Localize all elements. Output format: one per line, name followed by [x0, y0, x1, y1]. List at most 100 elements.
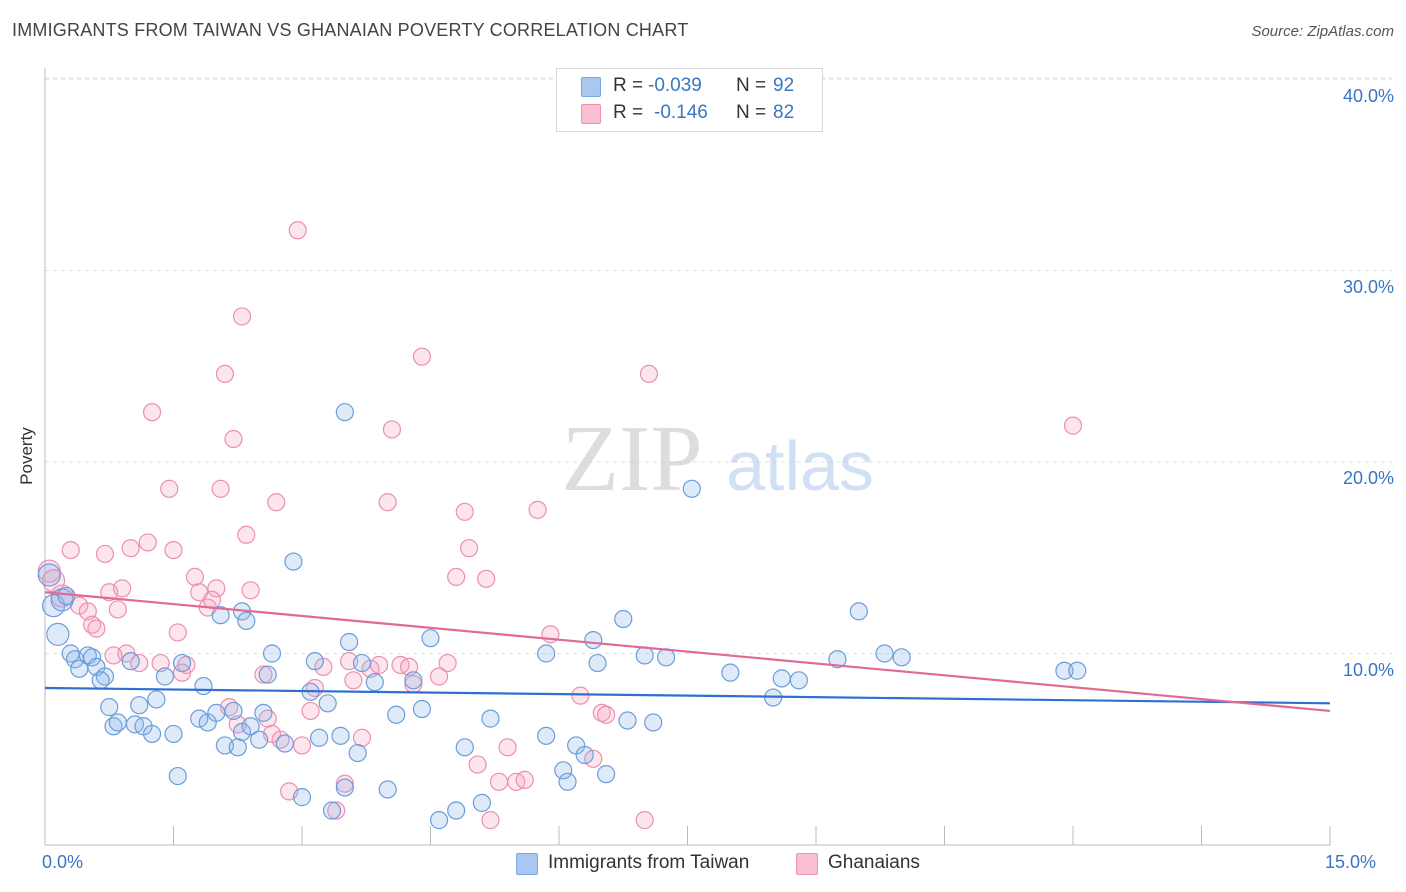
- ghanaians-point: [635, 811, 654, 830]
- ghanaians-point: [160, 479, 179, 498]
- taiwan-point: [194, 676, 213, 696]
- taiwan-point: [1055, 661, 1074, 680]
- taiwan-point: [537, 726, 556, 745]
- ghanaians-point: [584, 749, 603, 768]
- taiwan-point: [237, 611, 256, 631]
- y-tick-label: 40.0%: [1342, 86, 1394, 106]
- taiwan-point: [789, 671, 808, 690]
- ghanaians-point: [477, 569, 496, 588]
- ghanaians-point: [185, 567, 205, 587]
- taiwan-point: [447, 801, 466, 820]
- ghanaians-point: [211, 479, 230, 498]
- n-value: 82: [773, 102, 795, 123]
- taiwan-point: [331, 726, 350, 745]
- n-label: N =: [736, 102, 767, 123]
- n-value: 92: [773, 75, 795, 96]
- r-label: R =: [613, 102, 644, 123]
- taiwan-point: [211, 606, 230, 625]
- taiwan-point: [656, 648, 676, 667]
- taiwan-point: [1068, 661, 1087, 680]
- ghanaians-point: [164, 540, 183, 560]
- ghanaians-point: [1063, 416, 1083, 435]
- ghanaians-point: [241, 581, 260, 600]
- watermark-atlas: atlas: [726, 427, 874, 505]
- ghanaians-point: [344, 671, 363, 690]
- taiwan-point: [387, 705, 406, 724]
- taiwan-point: [46, 622, 70, 646]
- ghanaians-points: [37, 221, 1083, 830]
- ghanaians-point: [438, 653, 457, 673]
- y-tick-label: 20.0%: [1342, 468, 1394, 488]
- taiwan-point: [378, 780, 397, 799]
- ghanaians-point: [528, 500, 547, 519]
- ghanaians-point: [288, 221, 307, 240]
- ghanaians-point: [78, 602, 97, 621]
- taiwan-point: [828, 650, 847, 669]
- ghanaians-point: [108, 600, 127, 619]
- taiwan-point: [335, 403, 354, 422]
- ghanaians-point: [515, 770, 534, 789]
- taiwan-point: [644, 713, 663, 732]
- taiwan-point: [258, 665, 277, 684]
- taiwan-point: [554, 761, 573, 780]
- ghanaians-point: [172, 663, 192, 682]
- taiwan-point: [537, 644, 556, 663]
- taiwan-point: [250, 730, 269, 749]
- taiwan-point: [455, 738, 474, 757]
- taiwan-point: [472, 793, 491, 812]
- ghanaians-point: [639, 364, 659, 384]
- chart-title: IMMIGRANTS FROM TAIWAN VS GHANAIAN POVER…: [12, 20, 689, 40]
- ghanaians-swatch: [581, 104, 601, 124]
- taiwan-point: [83, 648, 102, 667]
- taiwan-point: [352, 653, 372, 673]
- ghanaians-point: [498, 738, 517, 757]
- ghanaians-point: [459, 539, 479, 558]
- taiwan-point: [892, 648, 911, 667]
- ghanaians-point: [301, 701, 320, 721]
- taiwan-point: [168, 766, 187, 786]
- taiwan-point: [130, 696, 149, 715]
- taiwan-point: [142, 724, 162, 744]
- taiwan-point: [207, 703, 226, 722]
- ghanaians-point: [207, 579, 226, 598]
- trend-lines: [44, 591, 1331, 713]
- taiwan-point: [721, 663, 740, 682]
- axes: [44, 68, 1331, 846]
- ghanaians-point: [489, 772, 509, 791]
- taiwan-point: [322, 801, 342, 820]
- taiwan-point: [682, 479, 701, 498]
- ghanaians-point: [292, 736, 312, 755]
- taiwan-point: [481, 709, 500, 728]
- ghanaians-point: [121, 539, 140, 558]
- ghanaians-point: [370, 655, 389, 675]
- taiwan-point: [772, 669, 791, 688]
- ghanaians-point: [412, 347, 432, 366]
- taiwan-point: [404, 671, 423, 690]
- ghanaians-point: [142, 403, 162, 422]
- ghanaians-point: [429, 667, 449, 686]
- taiwan-point: [614, 609, 633, 629]
- ghanaians-point: [399, 657, 419, 677]
- taiwan-point: [275, 734, 294, 753]
- taiwan-point: [348, 743, 367, 763]
- stats-legend: R = -0.039 N = 92 R = -0.146 N = 82: [556, 68, 823, 132]
- taiwan-point: [849, 602, 868, 621]
- ghanaians-point: [352, 728, 372, 747]
- ghanaians-legend-label: Ghanaians: [828, 852, 920, 873]
- taiwan-point: [310, 728, 329, 747]
- taiwan-point: [108, 713, 127, 732]
- taiwan-point: [190, 709, 209, 728]
- taiwan-point: [164, 724, 183, 744]
- taiwan-point: [172, 653, 192, 673]
- taiwan-point: [254, 703, 273, 722]
- taiwan-point: [429, 811, 449, 830]
- ghanaians-point: [378, 493, 397, 512]
- ghanaians-point: [382, 420, 402, 439]
- ghanaians-point: [267, 493, 286, 512]
- taiwan-point: [618, 711, 637, 730]
- ghanaians-trend-line: [44, 591, 1331, 713]
- ghanaians-point: [138, 533, 157, 552]
- taiwan-point: [588, 653, 607, 673]
- ghanaians-point: [61, 540, 80, 560]
- taiwan-point: [875, 644, 894, 663]
